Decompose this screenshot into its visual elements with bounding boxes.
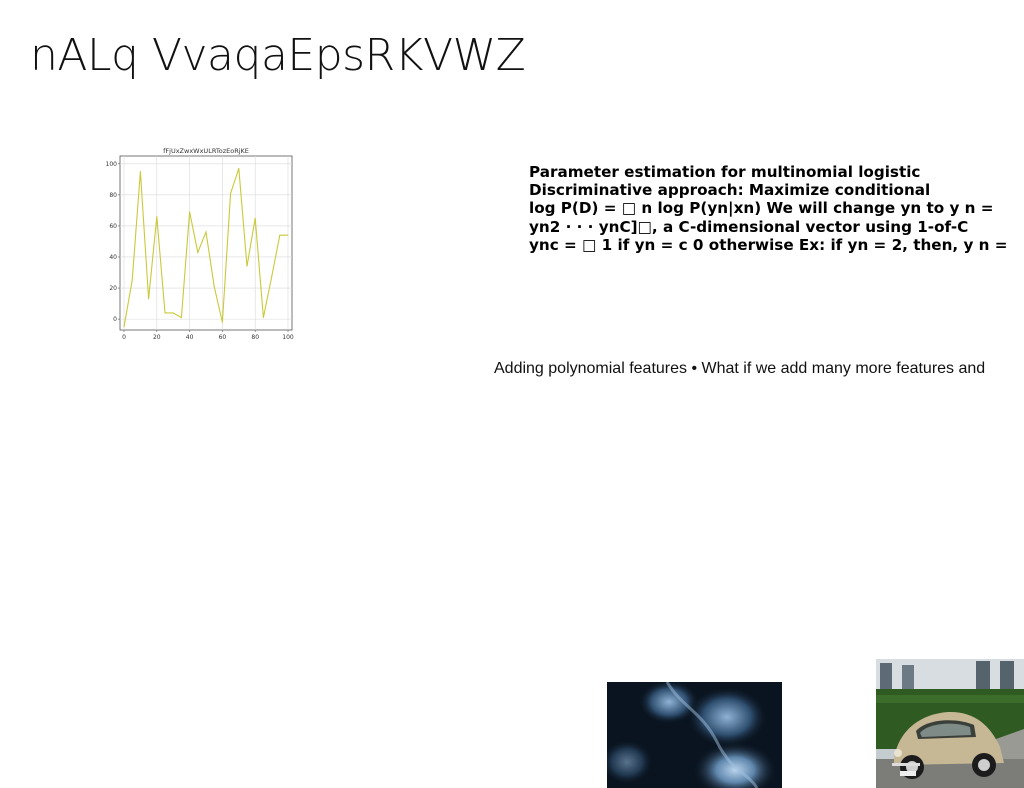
blue-smoke-photo [607, 682, 782, 788]
data-point [180, 317, 182, 319]
line-chart: fFjUxZwxWxULRTozEoRjKE 0 20 40 60 80 100 0 20 40 6… [100, 144, 296, 346]
line-chart-svg: fFjUxZwxWxULRTozEoRjKE 0 20 40 60 80 100 0 20 40 6… [106, 147, 294, 341]
x-tick-label: 80 [251, 334, 259, 341]
plot-area [119, 155, 293, 331]
vintage-car-image [876, 659, 1024, 788]
data-point [213, 286, 215, 287]
x-tick-label: 60 [219, 334, 227, 341]
data-point [271, 276, 273, 278]
body-line: yn2 · · · ynC]□, a C-dimensional vector … [529, 217, 969, 236]
body-line: log P(D) = □ n log P(yn|xn) We will chan… [529, 199, 994, 218]
data-point [287, 234, 289, 236]
data-point [238, 167, 240, 169]
y-tick-label: 20 [109, 285, 117, 292]
data-point [205, 231, 207, 233]
vintage-beetle-photo [876, 659, 1024, 788]
data-point [139, 171, 141, 173]
x-tick-label: 20 [153, 334, 161, 341]
body-line: ync = □ 1 if yn = c 0 otherwise Ex: if y… [529, 235, 1008, 254]
data-point [197, 251, 199, 253]
y-tick-label: 60 [109, 223, 117, 230]
data-point [156, 216, 158, 218]
y-tick-label: 0 [113, 316, 117, 323]
data-point [254, 217, 256, 219]
body-line: Parameter estimation for multinomial log… [529, 163, 921, 181]
data-point [148, 298, 150, 300]
data-point [189, 211, 191, 213]
data-point [221, 321, 223, 323]
x-tick-label: 0 [122, 334, 126, 341]
y-tick-label: 40 [109, 254, 117, 261]
caption-text: Adding polynomial features • What if we … [494, 360, 986, 377]
body-text: Parameter estimation for multinomial log… [529, 163, 1024, 255]
data-point [123, 326, 125, 328]
body-line: Discriminative approach: Maximize condit… [529, 181, 931, 200]
y-tick-label: 100 [106, 161, 118, 168]
data-point [230, 192, 232, 194]
x-tick-label: 100 [282, 334, 294, 341]
x-tick-label: 40 [186, 334, 194, 341]
slide-title: nALq VvaqaEpsRKVWZ [30, 30, 526, 81]
data-point [246, 265, 248, 267]
blue-smoke-image [607, 682, 782, 788]
y-tick-label: 80 [109, 192, 117, 199]
chart-title: fFjUxZwxWxULRTozEoRjKE [163, 147, 249, 155]
data-point [279, 234, 281, 236]
data-point [164, 312, 166, 314]
data-point [172, 312, 174, 314]
data-point [131, 279, 133, 281]
data-point [262, 317, 264, 319]
